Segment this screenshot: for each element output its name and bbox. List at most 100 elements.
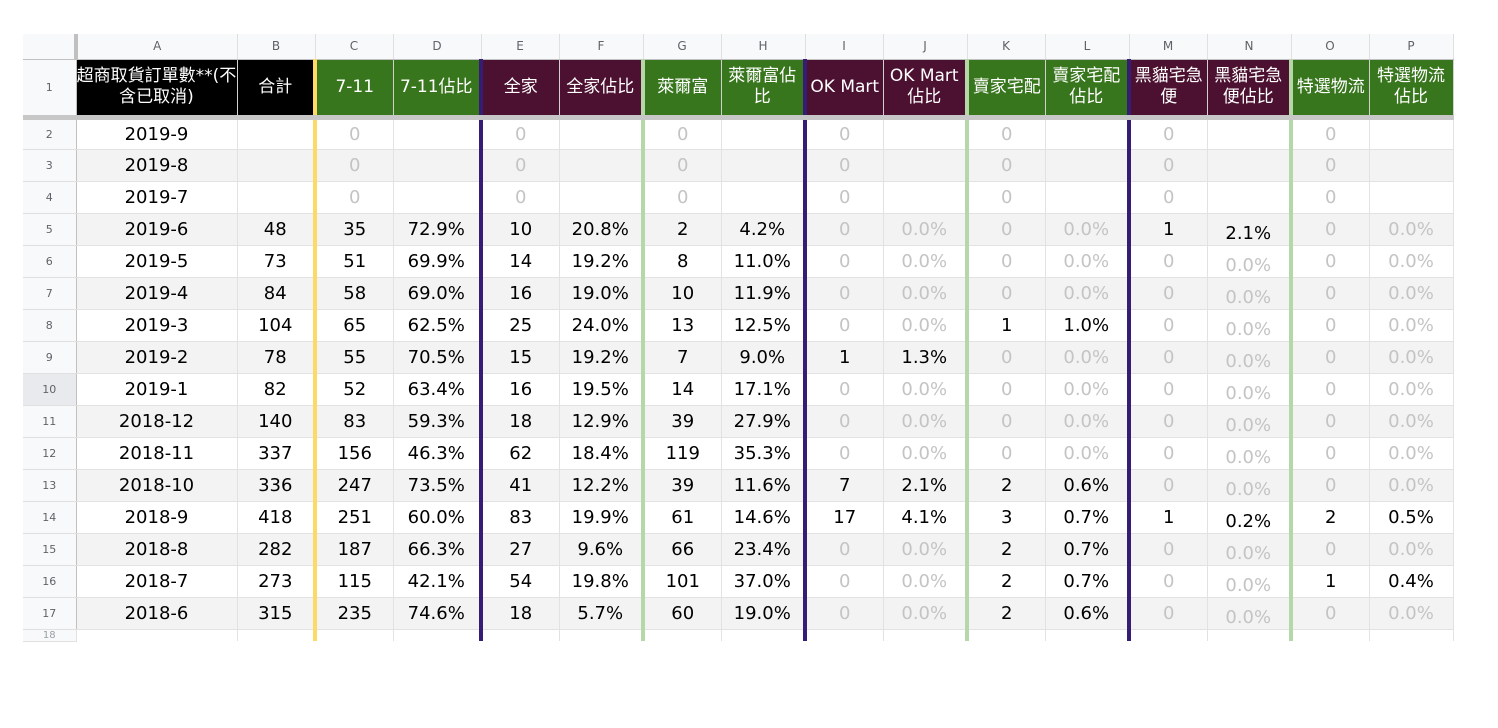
cell-black-cat[interactable]: 1 (1127, 213, 1208, 246)
column-letter-k[interactable]: K (967, 34, 1046, 60)
cell-hi-life[interactable]: 0 (641, 149, 722, 182)
cell-order-month[interactable]: 2019-9 (76, 117, 238, 150)
cell-hi-life[interactable]: 14 (641, 373, 722, 406)
cell-seller-delivery[interactable]: 0 (965, 117, 1046, 150)
cell-hi-life-share[interactable]: 23.4% (721, 533, 806, 566)
cell-hi-life[interactable]: 101 (641, 565, 722, 598)
cell-order-month[interactable]: 2018-8 (76, 533, 238, 566)
cell-seller-delivery[interactable] (965, 629, 1046, 641)
cell-seven-eleven[interactable]: 187 (313, 533, 394, 566)
cell-special-logistics[interactable]: 0 (1289, 533, 1370, 566)
cell-hi-life[interactable]: 66 (641, 533, 722, 566)
cell-black-cat-share[interactable]: 0.0% (1207, 309, 1292, 342)
header-seven-eleven[interactable]: 7-11 (313, 59, 394, 120)
cell-order-month[interactable]: 2018-6 (76, 597, 238, 630)
cell-black-cat-share[interactable]: 0.0% (1207, 597, 1292, 630)
cell-seller-delivery-share[interactable] (1045, 149, 1130, 182)
cell-black-cat[interactable]: 0 (1127, 597, 1208, 630)
cell-seven-eleven-share[interactable] (393, 181, 482, 214)
column-letter-f[interactable]: F (559, 34, 644, 60)
cell-black-cat[interactable]: 0 (1127, 533, 1208, 566)
cell-family-mart-share[interactable]: 18.4% (559, 437, 644, 470)
cell-ok-mart[interactable]: 0 (803, 149, 884, 182)
cell-ok-mart-share[interactable]: 0.0% (883, 309, 968, 342)
cell-special-logistics-share[interactable]: 0.4% (1369, 565, 1454, 598)
cell-seven-eleven[interactable]: 35 (313, 213, 394, 246)
cell-special-logistics[interactable]: 0 (1289, 341, 1370, 374)
column-letter-n[interactable]: N (1207, 34, 1292, 60)
cell-family-mart[interactable]: 54 (479, 565, 560, 598)
cell-hi-life[interactable]: 2 (641, 213, 722, 246)
cell-total[interactable]: 48 (237, 213, 316, 246)
cell-ok-mart[interactable]: 0 (803, 309, 884, 342)
cell-hi-life-share[interactable]: 19.0% (721, 597, 806, 630)
cell-seven-eleven-share[interactable] (393, 149, 482, 182)
cell-special-logistics-share[interactable]: 0.0% (1369, 341, 1454, 374)
header-ok-mart[interactable]: OK Mart (803, 59, 884, 120)
cell-ok-mart[interactable]: 0 (803, 213, 884, 246)
cell-seven-eleven-share[interactable]: 66.3% (393, 533, 482, 566)
row-number[interactable]: 6 (23, 245, 77, 278)
header-seller-delivery-share[interactable]: 賣家宅配佔比 (1045, 59, 1130, 120)
cell-special-logistics[interactable] (1289, 629, 1370, 641)
cell-seller-delivery[interactable]: 2 (965, 533, 1046, 566)
cell-total[interactable] (237, 181, 316, 214)
cell-seller-delivery-share[interactable]: 0.7% (1045, 501, 1130, 534)
cell-family-mart-share[interactable] (559, 117, 644, 150)
cell-hi-life-share[interactable] (721, 149, 806, 182)
cell-family-mart-share[interactable]: 24.0% (559, 309, 644, 342)
cell-family-mart-share[interactable] (559, 629, 644, 641)
row-number[interactable]: 7 (23, 277, 77, 310)
cell-ok-mart[interactable]: 17 (803, 501, 884, 534)
cell-family-mart-share[interactable]: 19.0% (559, 277, 644, 310)
cell-hi-life-share[interactable]: 37.0% (721, 565, 806, 598)
cell-black-cat-share[interactable]: 0.0% (1207, 469, 1292, 502)
cell-seven-eleven[interactable]: 0 (313, 117, 394, 150)
cell-ok-mart-share[interactable]: 0.0% (883, 373, 968, 406)
cell-seven-eleven[interactable]: 251 (313, 501, 394, 534)
row-number[interactable]: 14 (23, 501, 77, 534)
cell-ok-mart-share[interactable]: 0.0% (883, 533, 968, 566)
header-hi-life[interactable]: 萊爾富 (641, 59, 722, 120)
cell-seven-eleven[interactable]: 58 (313, 277, 394, 310)
column-letter-a[interactable]: A (76, 34, 238, 60)
cell-family-mart-share[interactable]: 19.2% (559, 341, 644, 374)
cell-black-cat-share[interactable] (1207, 149, 1292, 182)
cell-seven-eleven-share[interactable]: 46.3% (393, 437, 482, 470)
cell-order-month[interactable]: 2018-7 (76, 565, 238, 598)
cell-ok-mart[interactable]: 0 (803, 373, 884, 406)
cell-seller-delivery-share[interactable]: 0.0% (1045, 213, 1130, 246)
cell-order-month[interactable]: 2019-1 (76, 373, 238, 406)
cell-total[interactable]: 140 (237, 405, 316, 438)
cell-special-logistics[interactable]: 0 (1289, 405, 1370, 438)
cell-special-logistics-share[interactable]: 0.0% (1369, 277, 1454, 310)
cell-hi-life-share[interactable] (721, 629, 806, 641)
cell-black-cat-share[interactable]: 0.0% (1207, 533, 1292, 566)
cell-ok-mart-share[interactable]: 0.0% (883, 565, 968, 598)
cell-family-mart-share[interactable]: 19.2% (559, 245, 644, 278)
cell-family-mart[interactable]: 14 (479, 245, 560, 278)
cell-hi-life-share[interactable]: 35.3% (721, 437, 806, 470)
header-black-cat[interactable]: 黑貓宅急便 (1127, 59, 1208, 120)
cell-seller-delivery[interactable]: 2 (965, 469, 1046, 502)
cell-seven-eleven[interactable]: 0 (313, 181, 394, 214)
cell-seller-delivery[interactable]: 0 (965, 181, 1046, 214)
cell-hi-life-share[interactable] (721, 117, 806, 150)
cell-seven-eleven-share[interactable]: 60.0% (393, 501, 482, 534)
column-letter-o[interactable]: O (1291, 34, 1370, 60)
cell-seven-eleven-share[interactable]: 62.5% (393, 309, 482, 342)
cell-black-cat-share[interactable] (1207, 181, 1292, 214)
cell-seven-eleven-share[interactable]: 63.4% (393, 373, 482, 406)
cell-family-mart[interactable]: 27 (479, 533, 560, 566)
column-letter-c[interactable]: C (315, 34, 394, 60)
cell-order-month[interactable]: 2019-8 (76, 149, 238, 182)
cell-hi-life[interactable]: 8 (641, 245, 722, 278)
row-number[interactable]: 15 (23, 533, 77, 566)
cell-family-mart[interactable]: 18 (479, 405, 560, 438)
cell-total[interactable]: 73 (237, 245, 316, 278)
column-letter-d[interactable]: D (393, 34, 482, 60)
cell-ok-mart[interactable] (803, 629, 884, 641)
cell-hi-life[interactable]: 7 (641, 341, 722, 374)
cell-seller-delivery-share[interactable] (1045, 181, 1130, 214)
cell-black-cat[interactable]: 0 (1127, 469, 1208, 502)
